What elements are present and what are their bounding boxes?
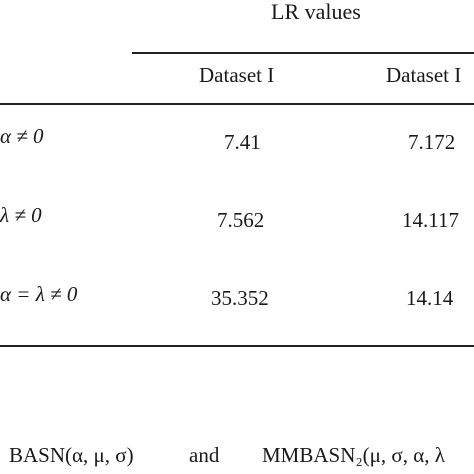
group-header: LR values [271,0,361,24]
column-header-dataset-1: Dataset I [199,63,275,87]
column-header-rule [0,103,474,105]
caption-model-b: MMBASN₂(μ, σ, α, λ [262,443,445,467]
table-bottom-rule [0,345,474,347]
header-rule [132,52,474,54]
row-label: α = λ ≠ 0 [0,282,78,306]
cell-value: 14.14 [406,286,454,310]
cell-value: 7.172 [408,130,456,154]
row-label: λ ≠ 0 [0,203,42,227]
cell-value: 14.117 [402,208,459,232]
cell-value: 7.562 [217,208,265,232]
column-header-dataset-2: Dataset I [386,63,462,87]
cell-value: 35.352 [211,286,269,310]
caption-connector: and [189,443,220,467]
cell-value: 7.41 [224,130,261,154]
caption-model-a: BASN(α, μ, σ) [9,443,134,467]
row-label: α ≠ 0 [0,124,44,148]
